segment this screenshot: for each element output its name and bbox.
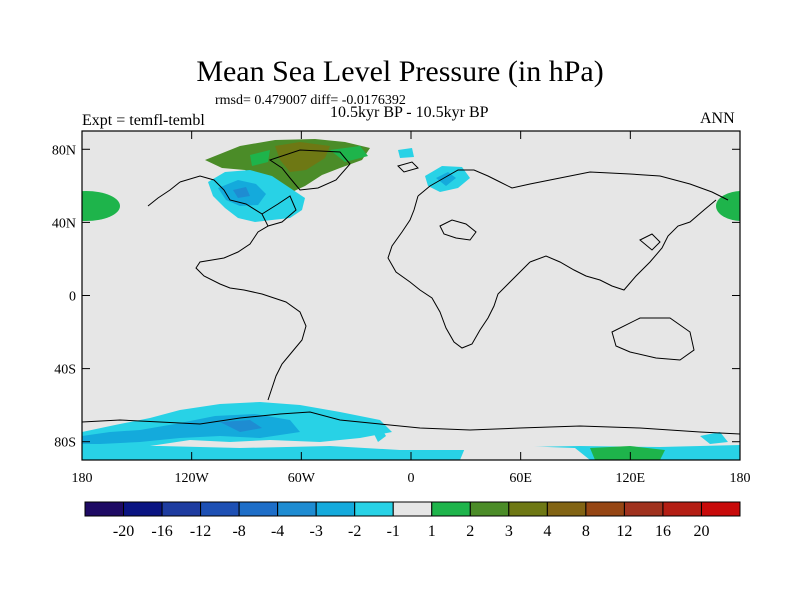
colorbar-label: 12 xyxy=(616,523,632,540)
antarctica-positive-patch xyxy=(590,446,665,460)
y-tick-labels: 80N 40N 0 40S 80S xyxy=(52,143,76,450)
y-tick-label: 40S xyxy=(54,363,76,378)
colorbar-swatch xyxy=(546,501,587,517)
coastline-layer xyxy=(82,149,740,435)
x-tick-label: 0 xyxy=(408,471,415,486)
colorbar-label: 1 xyxy=(428,523,436,540)
colorbar-label: -1 xyxy=(387,523,400,540)
x-tick-labels: 180 120W 60W 0 60E 120E 180 xyxy=(72,471,751,486)
ross-negative-patch xyxy=(700,432,728,444)
colorbar-label: -16 xyxy=(151,523,172,540)
colorbar-label: -3 xyxy=(310,523,323,540)
colorbar-swatch xyxy=(238,501,279,517)
colorbar-swatch xyxy=(84,501,125,517)
antarctica-coast xyxy=(82,411,740,435)
colorbar-swatch xyxy=(700,501,741,517)
colorbar-swatch xyxy=(431,501,471,517)
colorbar-label: 16 xyxy=(655,523,671,540)
colorbar-swatch xyxy=(469,501,510,517)
canada-negative-center xyxy=(233,187,250,198)
iceland-coast xyxy=(397,161,419,173)
x-tick-label: 120W xyxy=(175,471,210,486)
colorbar-swatch xyxy=(277,501,317,517)
colorbar-swatch xyxy=(585,501,625,517)
colorbar-swatch xyxy=(354,501,394,517)
colorbar-label: 8 xyxy=(582,523,590,540)
x-tick-label: 180 xyxy=(72,471,93,486)
colorbar-label: -8 xyxy=(232,523,245,540)
asia-south-coast xyxy=(529,199,717,291)
japan-coast xyxy=(639,233,661,251)
y-tick-label: 40N xyxy=(52,216,76,231)
colorbar-swatch xyxy=(392,501,433,517)
weddell-negative-patch xyxy=(372,426,386,442)
greenland-coast xyxy=(268,149,351,191)
colorbar-label: 4 xyxy=(543,523,551,540)
y-tick-label: 0 xyxy=(69,290,76,305)
hudson-bay-coast xyxy=(261,195,297,227)
africa-coast xyxy=(387,195,531,349)
amundsen-negative-center xyxy=(220,420,262,432)
mediterranean-coast xyxy=(439,219,477,241)
x-tick-label: 60E xyxy=(509,471,532,486)
colorbar-swatch xyxy=(161,501,202,517)
colorbar-swatch xyxy=(200,501,240,517)
antarctica-neutral-patch xyxy=(460,446,590,460)
pacific-positive-east xyxy=(716,191,740,221)
scandinavia-negative-core xyxy=(436,172,456,186)
iceland-negative-patch xyxy=(398,148,414,158)
colorbar xyxy=(84,501,741,517)
australia-coast xyxy=(611,317,695,361)
x-tick-label: 120E xyxy=(616,471,646,486)
colorbar-swatch xyxy=(315,501,356,517)
axis-ticks xyxy=(81,131,741,460)
season-label: ANN xyxy=(700,110,735,127)
colorbar-swatch xyxy=(662,501,702,517)
colorbar-label: -4 xyxy=(271,523,284,540)
period-label: 10.5kyr BP - 10.5kyr BP xyxy=(330,104,489,121)
y-tick-label: 80N xyxy=(52,143,76,158)
greenland-east-green-patch xyxy=(330,146,368,162)
americas-coast xyxy=(179,175,307,401)
colorbar-label: -20 xyxy=(113,523,134,540)
map-background xyxy=(82,131,740,460)
arctic-green-patch xyxy=(250,150,270,166)
experiment-label: Expt = temfl-tembl xyxy=(82,112,205,129)
colorbar-labels: -20 -16 -12 -8 -4 -3 -2 -1 1 2 3 4 8 12 16 20 xyxy=(113,523,710,540)
alaska-coast xyxy=(147,181,181,207)
colorbar-label: 2 xyxy=(466,523,474,540)
colorbar-swatch xyxy=(623,501,664,517)
colorbar-label: -12 xyxy=(190,523,211,540)
colorbar-label: 3 xyxy=(505,523,513,540)
x-tick-label: 180 xyxy=(730,471,751,486)
colorbar-swatch xyxy=(123,501,163,517)
y-tick-label: 80S xyxy=(54,436,76,451)
pacific-positive-west xyxy=(82,191,120,221)
colorbar-swatch xyxy=(508,501,548,517)
stats-label: rmsd= 0.479007 diff= -0.0176392 xyxy=(215,93,406,108)
x-tick-label: 60W xyxy=(288,471,316,486)
greenland-positive-core xyxy=(275,142,330,172)
colorbar-label: 20 xyxy=(693,523,709,540)
colorbar-label: -2 xyxy=(348,523,361,540)
anomaly-layer xyxy=(82,139,740,460)
eurasia-north-coast xyxy=(417,169,729,201)
map-title: Mean Sea Level Pressure (in hPa) xyxy=(196,55,604,88)
